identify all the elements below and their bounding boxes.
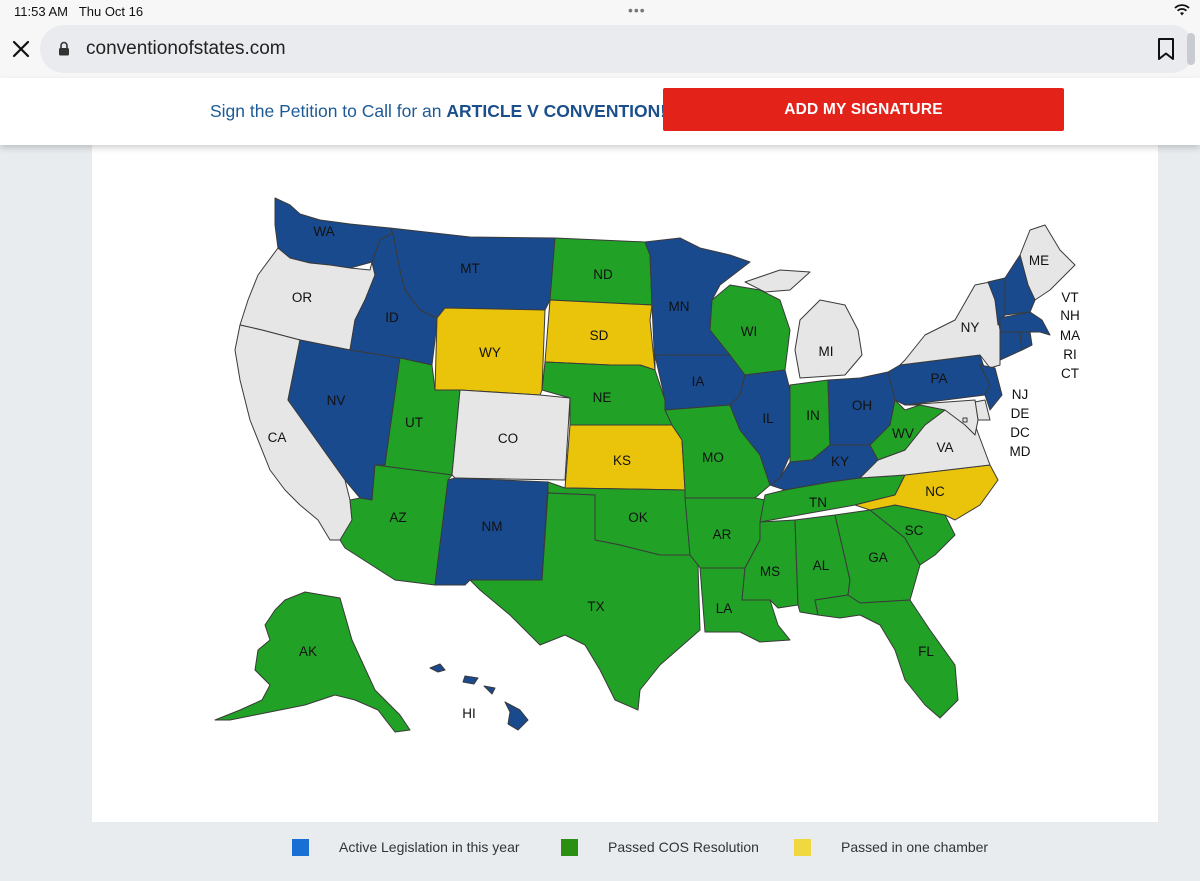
state-fl[interactable] xyxy=(814,594,959,719)
state-co[interactable] xyxy=(451,389,571,481)
state-md[interactable] xyxy=(904,399,979,436)
state-hi[interactable] xyxy=(429,663,529,731)
status-bar: 11:53 AM Thu Oct 16 ••• xyxy=(0,0,1200,22)
browser-toolbar: conventionofstates.com xyxy=(0,22,1200,78)
state-wi[interactable] xyxy=(709,284,791,376)
legend-label-passed: Passed COS Resolution xyxy=(608,839,759,855)
state-dc[interactable] xyxy=(962,417,968,423)
state-wy[interactable] xyxy=(434,307,546,396)
state-tx[interactable] xyxy=(469,492,701,711)
lock-icon xyxy=(59,41,69,56)
banner-text: Sign the Petition to Call for an ARTICLE… xyxy=(210,101,667,121)
state-nd[interactable] xyxy=(549,237,653,306)
state-az[interactable] xyxy=(339,464,453,586)
add-signature-button[interactable]: ADD MY SIGNATURE xyxy=(663,88,1064,131)
state-nc[interactable] xyxy=(854,464,999,521)
legend-label-active: Active Legislation in this year xyxy=(339,839,520,855)
state-nm[interactable] xyxy=(434,477,549,586)
status-time: 11:53 AM Thu Oct 16 xyxy=(14,4,144,19)
scroll-indicator xyxy=(1187,33,1195,65)
close-icon[interactable] xyxy=(8,36,34,62)
legend-swatch-active xyxy=(292,839,309,856)
state-ks[interactable] xyxy=(564,424,686,491)
map-legend: Active Legislation in this year Passed C… xyxy=(0,830,1200,864)
state-sd[interactable] xyxy=(544,299,656,371)
legend-swatch-passed xyxy=(561,839,578,856)
bookmark-icon[interactable] xyxy=(1155,37,1177,61)
legend-label-one-chamber: Passed in one chamber xyxy=(841,839,989,855)
wifi-icon xyxy=(1174,4,1190,16)
multitask-dots-icon[interactable]: ••• xyxy=(628,2,646,18)
state-nh[interactable] xyxy=(1004,254,1036,316)
legend-swatch-one-chamber xyxy=(794,839,811,856)
url-text[interactable]: conventionofstates.com xyxy=(86,38,286,59)
state-nj[interactable] xyxy=(979,364,1003,411)
state-ia[interactable] xyxy=(654,354,746,411)
state-ak[interactable] xyxy=(214,591,411,733)
state-ri[interactable] xyxy=(1019,331,1033,351)
petition-banner: Sign the Petition to Call for an ARTICLE… xyxy=(0,78,1200,145)
state-mi[interactable] xyxy=(744,269,863,379)
url-field[interactable]: conventionofstates.com xyxy=(40,25,1195,73)
